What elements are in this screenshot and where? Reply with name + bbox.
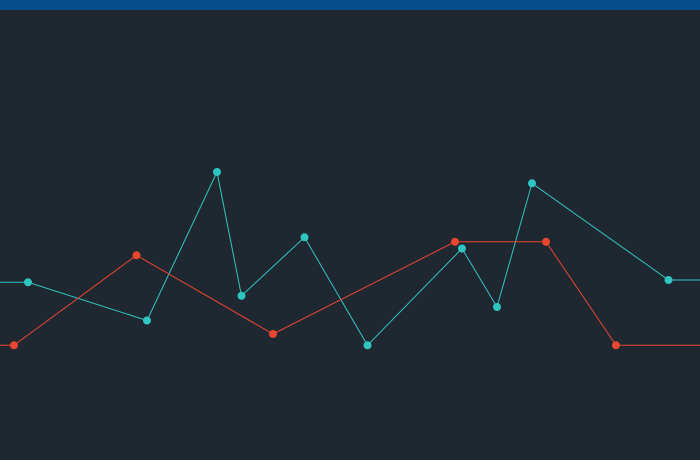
series-2-point[interactable] xyxy=(451,237,459,246)
series-2-point[interactable] xyxy=(10,341,18,350)
series-2-point[interactable] xyxy=(542,237,550,246)
top-bar xyxy=(0,0,700,10)
series-2-point[interactable] xyxy=(269,330,277,338)
series-1-point[interactable] xyxy=(237,291,246,300)
series-1-point[interactable] xyxy=(493,303,501,311)
series-1 xyxy=(0,168,700,350)
series-2-line xyxy=(0,241,700,346)
plot-background xyxy=(0,10,700,460)
series-2 xyxy=(0,237,700,350)
series-1-point[interactable] xyxy=(363,341,372,350)
series-1-point[interactable] xyxy=(143,316,151,325)
series-2-point[interactable] xyxy=(132,251,141,260)
series-2-point[interactable] xyxy=(612,341,620,350)
series-1-point[interactable] xyxy=(213,168,221,176)
line-chart xyxy=(0,10,700,460)
series-1-point[interactable] xyxy=(300,233,309,242)
series-1-point[interactable] xyxy=(24,278,32,287)
series-layer xyxy=(0,168,700,350)
series-1-point[interactable] xyxy=(458,244,466,253)
series-1-point[interactable] xyxy=(528,179,536,188)
series-1-point[interactable] xyxy=(664,276,673,284)
series-1-line xyxy=(0,170,700,347)
